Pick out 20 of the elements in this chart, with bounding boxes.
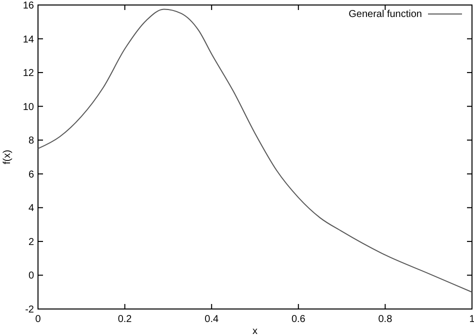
- y-axis-title: f(x): [2, 150, 13, 164]
- y-tick-label: 16: [22, 0, 34, 12]
- x-axis-title: x: [252, 326, 258, 336]
- x-tick-label: 0.2: [118, 314, 132, 325]
- y-tick-label: 14: [22, 34, 34, 46]
- legend-label: General function: [348, 9, 422, 20]
- y-tick-label: 10: [22, 102, 34, 113]
- x-tick-label: 0.8: [378, 314, 393, 325]
- x-tick-label: 0.4: [204, 314, 219, 325]
- y-tick-label: 12: [22, 68, 34, 80]
- y-tick-label: 4: [28, 203, 34, 214]
- y-tick-label: 8: [28, 136, 34, 147]
- y-tick-label: 0: [28, 270, 34, 282]
- line-series: [38, 8, 472, 293]
- y-tick-label: 6: [28, 169, 34, 180]
- x-tick-label: 0: [35, 314, 42, 325]
- y-tick-label: -2: [25, 304, 34, 316]
- y-tick-label: 2: [28, 236, 34, 248]
- x-tick-label: 1: [469, 314, 474, 325]
- x-tick-label: 0.6: [291, 314, 306, 325]
